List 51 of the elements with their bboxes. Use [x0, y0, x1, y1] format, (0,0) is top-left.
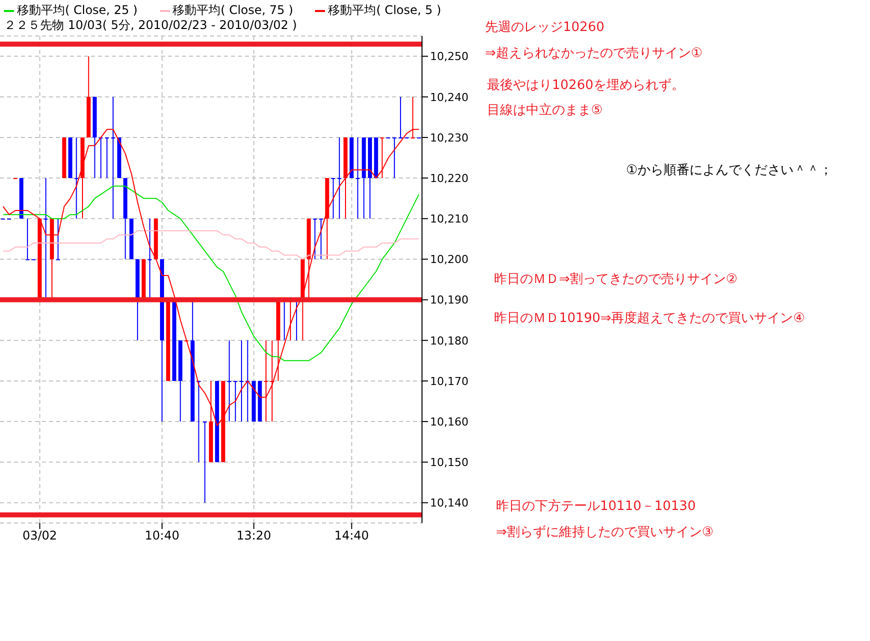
y-tick-label: 10,220 — [430, 172, 468, 185]
line-series — [2, 230, 420, 260]
x-tick-label: 14:40 — [334, 528, 369, 543]
candlestick — [227, 340, 232, 422]
candlestick — [319, 218, 324, 260]
candlestick — [202, 421, 207, 504]
legend-label: 移動平均( Close, 25 ) — [17, 2, 138, 19]
candlestick — [398, 96, 403, 138]
y-tick-label: 10,210 — [430, 212, 468, 226]
candlestick — [56, 218, 60, 260]
chart-title: ２２５先物 10/03( 5分, 2010/02/23 - 2010/03/02 ) — [4, 17, 297, 34]
legend-label: 移動平均( Close, 5 ) — [328, 2, 442, 19]
line-series — [2, 186, 420, 362]
y-tick-label: 10,160 — [430, 415, 468, 428]
candlestick — [104, 136, 109, 179]
text: ①から順番によんでください＾＾； — [626, 162, 833, 179]
y-tick-label: 10,240 — [430, 90, 468, 104]
candlestick — [356, 136, 360, 220]
candlestick — [233, 380, 238, 422]
text: 昨日のＭＤ⇒割ってきたので売りサイン② — [494, 271, 738, 288]
candlestick — [264, 340, 268, 422]
text: 目線は中立のまま⑤ — [487, 102, 603, 119]
text: ⇒超えられなかったので売りサイン① — [485, 45, 703, 62]
x-tick-label: 13:20 — [236, 528, 272, 543]
legend-label: 移動平均( Close, 75 ) — [172, 2, 294, 19]
candlestick — [331, 178, 336, 220]
y-tick-label: 10,250 — [430, 50, 468, 64]
text: 昨日のＭＤ10190⇒再度超えてきたので買いサイン④ — [494, 310, 805, 327]
text: ⇒割らずに維持したので買いサイン③ — [496, 524, 714, 541]
y-tick-label: 10,170 — [430, 374, 468, 388]
text: 先週のレッジ10260 — [485, 19, 604, 36]
y-tick-label: 10,190 — [430, 294, 468, 307]
y-tick-label: 10,180 — [430, 334, 468, 348]
text: 最後やはり10260を埋められず。 — [487, 77, 684, 94]
candlestick — [312, 218, 317, 260]
candlestick — [380, 136, 384, 179]
y-tick-label: 10,150 — [430, 456, 468, 470]
y-tick-label: 10,140 — [430, 496, 468, 510]
candlestick — [240, 340, 244, 422]
candlestick — [392, 136, 396, 179]
candlestick — [148, 218, 152, 300]
candlestick — [44, 178, 48, 300]
candlestick — [25, 218, 30, 260]
x-tick-label: 10:40 — [144, 528, 180, 543]
x-tick-label: 03/02 — [22, 528, 58, 543]
candlestick — [337, 136, 342, 220]
y-tick-label: 10,230 — [430, 131, 468, 144]
y-tick-label: 10,200 — [430, 253, 468, 266]
candlestick — [111, 96, 116, 220]
candlestick — [74, 136, 78, 220]
text: 昨日の下方テール10110－10130 — [496, 498, 696, 515]
